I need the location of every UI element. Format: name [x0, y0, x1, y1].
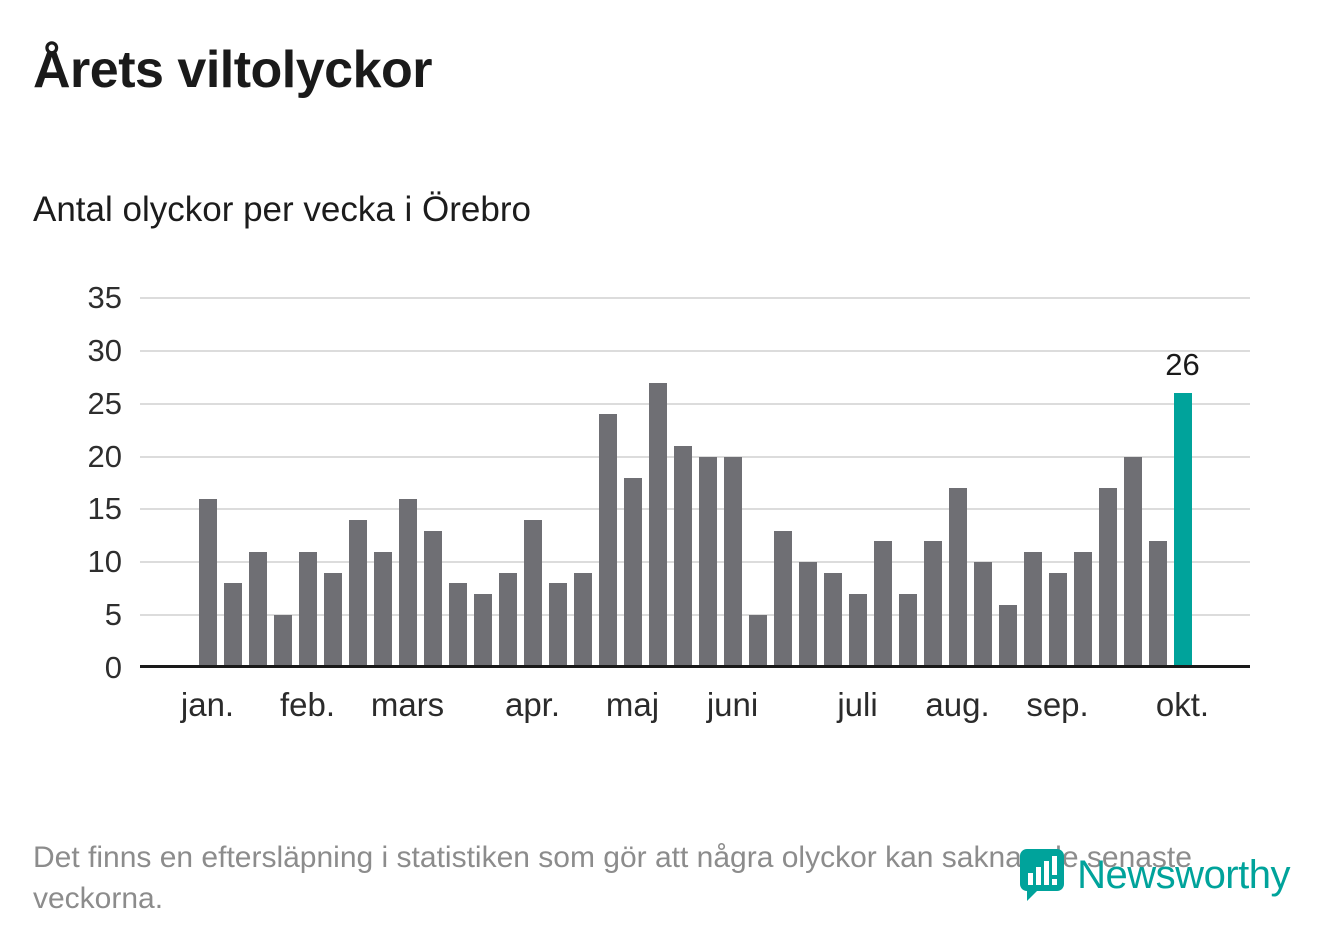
- bar-week-4: [273, 615, 292, 668]
- bar-week-23: [748, 615, 767, 668]
- newsworthy-logo: Newsworthy: [1019, 848, 1290, 902]
- bar-week-14: [523, 520, 542, 668]
- bar-week-30: [923, 541, 942, 668]
- y-tick-label-20: 20: [87, 438, 122, 474]
- bar-week-24: [773, 530, 792, 668]
- bar-week-17: [598, 414, 617, 668]
- gridline-y-15: [140, 508, 1250, 511]
- bar-week-16: [573, 572, 592, 668]
- bar-week-40: [1173, 393, 1192, 668]
- footnote: Det finns en eftersläpning i statistiken…: [33, 841, 1192, 915]
- bar-week-12: [473, 594, 492, 668]
- bar-week-22: [723, 456, 742, 668]
- bar-week-33: [998, 604, 1017, 668]
- bar-week-18: [623, 477, 642, 668]
- x-tick-aug: aug.: [925, 686, 990, 723]
- newsworthy-logo-icon: [1020, 849, 1065, 901]
- bar-week-7: [348, 520, 367, 668]
- bar-week-8: [373, 551, 392, 668]
- chart-subtitle: Antal olyckor per vecka i Örebro: [33, 190, 531, 229]
- x-tick-okt: okt.: [1155, 686, 1210, 723]
- plot-area: 26: [140, 297, 1250, 668]
- x-axis-labels: jan. feb. mars apr. maj juni juli aug. sep. okt.: [140, 686, 1250, 736]
- y-tick-label-25: 25: [87, 385, 122, 421]
- x-tick-sep: sep.: [1026, 686, 1089, 723]
- bar-week-9: [398, 498, 417, 668]
- bar-week-37: [1098, 488, 1117, 668]
- bar-week-3: [248, 551, 267, 668]
- y-tick-label-15: 15: [87, 491, 122, 527]
- y-tick-label-10: 10: [87, 544, 122, 580]
- x-tick-jan: jan.: [180, 686, 235, 723]
- x-axis-line: [140, 665, 1250, 668]
- bar-week-29: [898, 594, 917, 668]
- x-tick-juni: juni: [706, 686, 759, 723]
- y-tick-label-30: 30: [87, 332, 122, 368]
- bar-week-39: [1148, 541, 1167, 668]
- bar-week-21: [698, 456, 717, 668]
- gridline-y-10: [140, 561, 1250, 564]
- bar-week-2: [223, 583, 242, 668]
- bar-week-6: [323, 572, 342, 668]
- x-tick-feb: feb.: [279, 686, 336, 723]
- bar-week-35: [1048, 572, 1067, 668]
- newsworthy-logo-text: Newsworthy: [1077, 852, 1290, 897]
- bar-week-36: [1073, 551, 1092, 668]
- bar-week-20: [673, 446, 692, 668]
- bar-week-25: [798, 562, 817, 668]
- gridline-y-25: [140, 402, 1250, 405]
- x-tick-apr: apr.: [504, 686, 561, 723]
- x-tick-juli: juli: [837, 686, 878, 723]
- bar-week-5: [298, 551, 317, 668]
- bar-week-31: [948, 488, 967, 668]
- y-tick-label-0: 0: [104, 650, 122, 685]
- bar-week-19: [648, 382, 667, 668]
- bar-week-1: [198, 498, 217, 668]
- bar-week-28: [873, 541, 892, 668]
- bar-week-38: [1123, 456, 1142, 668]
- x-tick-maj: maj: [605, 686, 660, 723]
- bar-week-10: [423, 530, 442, 668]
- bar-week-26: [823, 572, 842, 668]
- chart-title: Årets viltolyckor: [33, 41, 433, 99]
- y-axis-labels: 0 5 10 15 20 25 30 35: [0, 280, 122, 685]
- bar-week-13: [498, 572, 517, 668]
- x-tick-mars: mars: [370, 686, 445, 723]
- y-tick-label-35: 35: [87, 280, 122, 315]
- y-tick-label-5: 5: [104, 597, 122, 633]
- gridline-y-30: [140, 349, 1250, 352]
- bar-week-27: [848, 594, 867, 668]
- bar-week-32: [973, 562, 992, 668]
- gridline-y-35: [140, 297, 1250, 299]
- gridline-y-20: [140, 455, 1250, 458]
- bar-week-11: [448, 583, 467, 668]
- bar-chart: 0 5 10 15 20 25 30 35 26 jan. feb. mars apr. maj jun…: [0, 280, 1322, 738]
- highlight-value-label: 26: [1165, 347, 1200, 383]
- bar-week-15: [548, 583, 567, 668]
- gridline-y-5: [140, 614, 1250, 617]
- bar-week-34: [1023, 551, 1042, 668]
